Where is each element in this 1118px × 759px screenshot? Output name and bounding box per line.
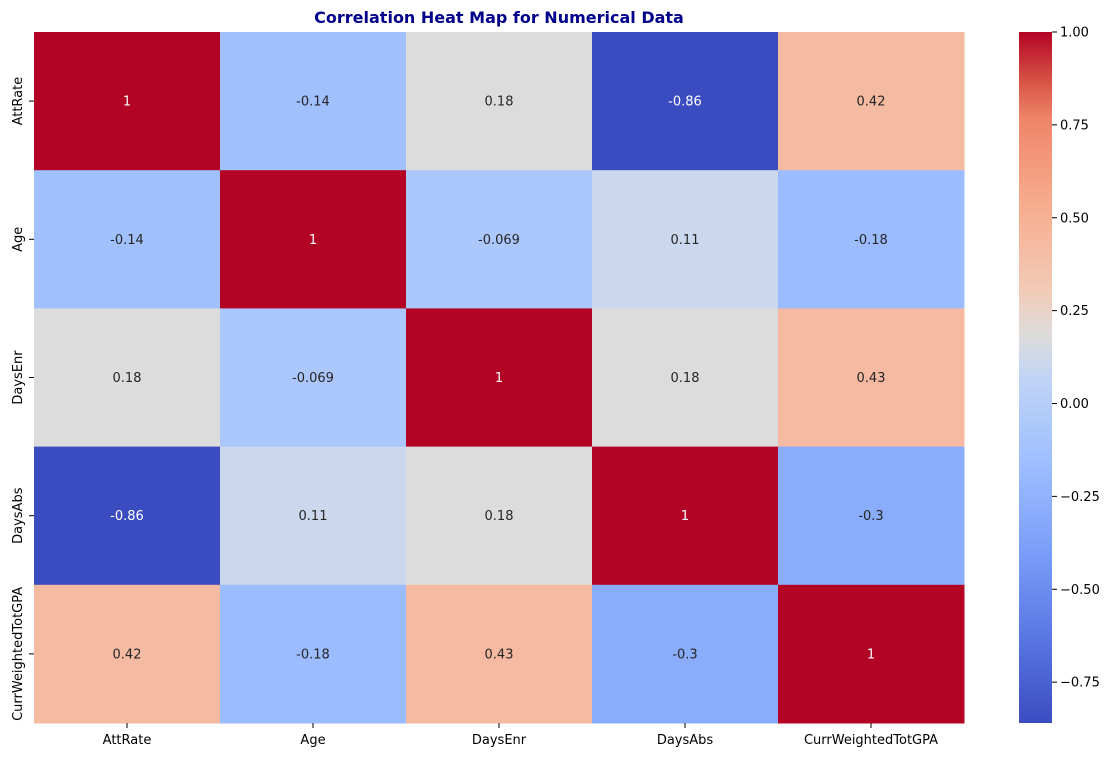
cell-value-label-1-0: -0.14: [110, 233, 144, 248]
y-tick-label-2: DaysEnr: [11, 350, 26, 405]
chart-title: Correlation Heat Map for Numerical Data: [314, 8, 684, 27]
cell-value-label-4-3: -0.3: [672, 647, 697, 662]
cell-value-label-2-3: 0.18: [671, 371, 700, 386]
heatmap-cell-1-2: [406, 170, 593, 309]
cell-value-label-0-3: -0.86: [668, 95, 702, 110]
cell-value-label-0-1: -0.14: [296, 95, 330, 110]
heatmap-cell-0-1: [220, 32, 407, 171]
y-tick-label-4: CurrWeightedTotGPA: [11, 587, 26, 721]
heatmap-cell-1-3: [592, 170, 779, 309]
heatmap-cell-2-3: [592, 308, 779, 448]
y-tick-label-3: DaysAbs: [11, 487, 26, 544]
heatmap-cell-0-4: [778, 32, 965, 171]
colorbar-tick-label-0: 1.00: [1060, 26, 1089, 41]
heatmap-cell-4-3: [592, 584, 779, 724]
cell-value-label-2-0: 0.18: [113, 371, 142, 386]
heatmap-cell-1-1: [220, 170, 407, 309]
y-tick-label-0: AttRate: [11, 77, 26, 126]
heatmap-cell-0-0: [34, 32, 221, 171]
heatmap-cell-4-2: [406, 584, 593, 724]
cell-value-label-1-2: -0.069: [478, 233, 520, 248]
heatmap-cell-3-4: [778, 446, 965, 586]
cell-value-label-4-0: 0.42: [113, 647, 142, 662]
cell-value-label-3-1: 0.11: [299, 509, 328, 524]
x-axis-ticks: AttRate Age DaysEnr DaysAbs CurrWeightedTotG…: [103, 723, 938, 748]
heatmap-cell-1-0: [34, 170, 221, 309]
cell-value-label-4-1: -0.18: [296, 647, 330, 662]
colorbar-tick-label-1: 0.75: [1060, 118, 1089, 133]
x-tick-label-1: Age: [300, 733, 325, 748]
heatmap-cell-4-0: [34, 584, 221, 724]
x-tick-label-3: DaysAbs: [657, 733, 714, 748]
heatmap-cell-2-4: [778, 308, 965, 448]
heatmap-cell-4-1: [220, 584, 407, 724]
heatmap-cell-0-2: [406, 32, 593, 171]
colorbar-tick-label-5: −0.25: [1060, 490, 1100, 505]
heatmap-cell-3-0: [34, 446, 221, 586]
heatmap-cell-1-4: [778, 170, 965, 309]
heatmap-cell-2-2: [406, 308, 593, 448]
cell-value-label-4-4: 1: [867, 647, 875, 662]
cell-value-label-2-1: -0.069: [292, 371, 334, 386]
cell-value-label-0-2: 0.18: [485, 95, 514, 110]
x-tick-label-4: CurrWeightedTotGPA: [804, 733, 938, 748]
cell-value-label-2-4: 0.43: [857, 371, 886, 386]
heatmap-cell-3-1: [220, 446, 407, 586]
cell-value-label-3-0: -0.86: [110, 509, 144, 524]
y-axis-ticks: AttRate Age DaysEnr DaysAbs CurrWeightedTotG…: [11, 77, 34, 721]
colorbar: [1019, 32, 1052, 723]
cell-value-label-1-1: 1: [309, 233, 317, 248]
cell-value-label-1-4: -0.18: [854, 233, 888, 248]
colorbar-tick-label-6: −0.50: [1060, 583, 1100, 598]
colorbar-tick-label-2: 0.50: [1060, 211, 1089, 226]
cell-value-label-1-3: 0.11: [671, 233, 700, 248]
colorbar-ticks: 1.00 0.75 0.50 0.25 0.00 −0.25 −0.50 −0.75: [1052, 26, 1100, 691]
heatmap-cell-4-4: [778, 584, 965, 724]
y-tick-label-1: Age: [11, 227, 26, 252]
cell-value-label-0-4: 0.42: [857, 95, 886, 110]
heatmap-cell-3-3: [592, 446, 779, 586]
heatmap-cell-3-2: [406, 446, 593, 586]
x-tick-label-2: DaysEnr: [472, 733, 527, 748]
cell-value-label-4-2: 0.43: [485, 647, 514, 662]
x-tick-label-0: AttRate: [103, 733, 152, 748]
heatmap-cells: 1 -0.14 0.18 -0.86 0.42 -0.14 1 -0.069 0.11 -0.18…: [34, 32, 965, 724]
heatmap-cell-2-0: [34, 308, 221, 448]
cell-value-label-3-3: 1: [681, 509, 689, 524]
heatmap-cell-2-1: [220, 308, 407, 448]
cell-value-label-0-0: 1: [123, 95, 131, 110]
colorbar-tick-label-4: 0.00: [1060, 397, 1089, 412]
heatmap-cell-0-3: [592, 32, 779, 171]
cell-value-label-2-2: 1: [495, 371, 503, 386]
colorbar-tick-label-7: −0.75: [1060, 676, 1100, 691]
colorbar-tick-label-3: 0.25: [1060, 304, 1089, 319]
cell-value-label-3-4: -0.3: [858, 509, 883, 524]
cell-value-label-3-2: 0.18: [485, 509, 514, 524]
